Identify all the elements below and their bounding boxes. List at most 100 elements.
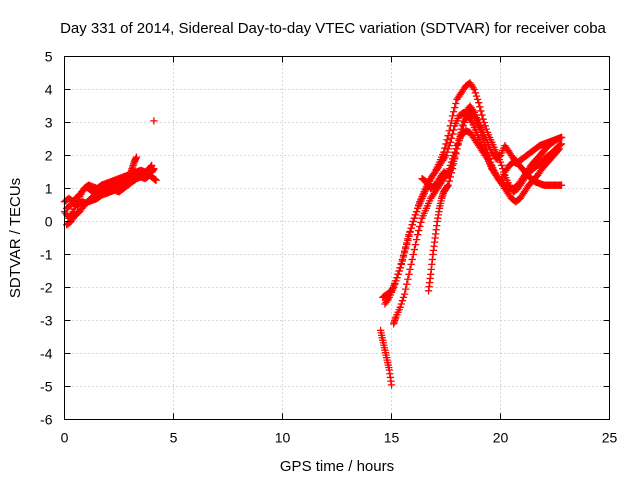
data-point xyxy=(407,260,415,269)
data-point xyxy=(409,217,417,226)
data-point xyxy=(402,285,410,293)
x-axis-label: GPS time / hours xyxy=(280,458,394,475)
data-point xyxy=(391,280,399,288)
data-point xyxy=(449,157,458,165)
data-point xyxy=(152,176,160,184)
data-point xyxy=(392,277,400,285)
data-point xyxy=(412,236,421,244)
data-point xyxy=(411,211,420,219)
data-point xyxy=(451,104,459,112)
data-point xyxy=(449,108,458,116)
x-tick-label: 25 xyxy=(602,430,618,446)
y-tick-label: 4 xyxy=(45,82,53,98)
data-point xyxy=(453,145,461,153)
x-tick-label: 0 xyxy=(61,430,69,446)
data-point xyxy=(496,158,505,166)
data-point xyxy=(458,121,466,129)
data-point xyxy=(408,221,416,229)
chart-title: Day 331 of 2014, Sidereal Day-to-day VTE… xyxy=(60,20,606,37)
data-point xyxy=(398,297,407,305)
data-point xyxy=(478,111,486,119)
data-point xyxy=(445,141,453,150)
data-point xyxy=(481,122,489,130)
y-tick-label: 1 xyxy=(45,181,53,197)
data-point xyxy=(387,381,396,389)
y-axis-label: SDTVAR / TECUs xyxy=(7,178,24,298)
y-tick-label: -4 xyxy=(40,346,53,362)
data-point xyxy=(416,222,424,231)
data-point xyxy=(414,204,422,212)
series-outlier xyxy=(150,117,158,125)
data-point xyxy=(415,226,423,235)
data-point xyxy=(443,148,451,156)
y-tick-label: -2 xyxy=(40,280,53,296)
data-point xyxy=(410,245,419,254)
data-point xyxy=(473,95,482,104)
data-point xyxy=(446,138,455,146)
data-point xyxy=(403,280,411,288)
x-tick-label: 20 xyxy=(493,430,509,446)
x-tick-labels: 0 5 10 15 20 25 xyxy=(61,430,618,446)
data-point xyxy=(399,253,408,261)
data-point xyxy=(411,240,420,249)
data-point xyxy=(404,275,412,283)
series-afternoon-5 xyxy=(418,102,566,193)
grid-lines xyxy=(64,56,610,420)
data-point xyxy=(557,140,566,148)
data-point xyxy=(395,267,403,275)
data-point xyxy=(148,161,156,170)
data-point xyxy=(399,293,408,302)
x-tick-label: 10 xyxy=(275,430,291,446)
data-point xyxy=(407,224,415,232)
data-point xyxy=(444,145,452,153)
data-point xyxy=(554,146,562,154)
data-point xyxy=(409,250,417,259)
data-point xyxy=(452,99,460,108)
data-point xyxy=(447,134,456,142)
data-point xyxy=(497,161,506,170)
data-point xyxy=(406,228,414,236)
data-point xyxy=(412,207,421,216)
data-point xyxy=(448,130,457,138)
data-point xyxy=(460,113,469,121)
data-point xyxy=(556,141,565,149)
data-point xyxy=(475,99,483,107)
data-point xyxy=(417,218,425,226)
data-point xyxy=(555,145,564,153)
data-point xyxy=(557,181,566,189)
data-point xyxy=(482,125,490,133)
x-tick-label: 15 xyxy=(384,430,400,446)
data-point xyxy=(451,153,459,161)
data-point xyxy=(454,140,462,148)
data-point xyxy=(487,158,495,166)
data-point xyxy=(448,112,457,120)
data-point xyxy=(406,265,414,273)
data-point xyxy=(410,214,419,222)
data-point xyxy=(442,151,450,160)
y-tick-label: -6 xyxy=(40,412,53,428)
data-point xyxy=(398,257,407,265)
data-point xyxy=(402,245,410,253)
y-tick-label: 3 xyxy=(45,115,53,131)
axis-ticks xyxy=(64,56,610,420)
data-point xyxy=(479,115,487,123)
data-point xyxy=(394,270,402,278)
data-point xyxy=(476,103,484,111)
data-point xyxy=(445,127,453,135)
data-point xyxy=(400,290,409,298)
data-point xyxy=(408,255,416,264)
plot-frame xyxy=(64,56,610,420)
data-point xyxy=(459,117,468,125)
data-point xyxy=(456,130,464,138)
y-tick-label: -5 xyxy=(40,379,53,395)
data-point xyxy=(470,85,478,94)
data-point xyxy=(390,283,398,292)
data-point xyxy=(404,236,412,245)
y-tick-label: 0 xyxy=(45,214,53,230)
data-point xyxy=(393,273,401,282)
data-point xyxy=(414,231,422,239)
data-point xyxy=(405,232,413,240)
data-point xyxy=(400,249,409,257)
